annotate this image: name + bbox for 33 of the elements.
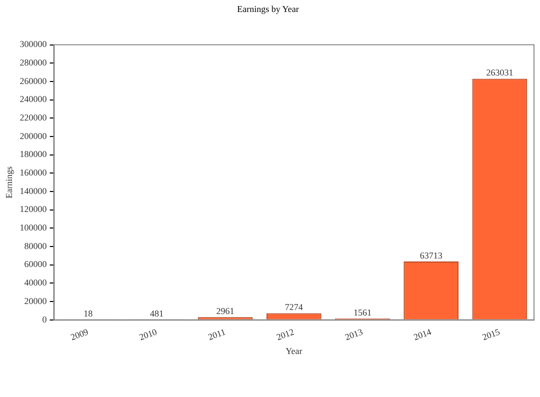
data-label: 2961	[216, 306, 234, 316]
data-label: 7274	[284, 302, 304, 312]
y-tick-label: 140000	[20, 186, 48, 196]
data-label: 1561	[354, 307, 372, 318]
chart-title: Earnings by Year	[237, 4, 299, 14]
x-axis-title: Year	[286, 346, 302, 356]
data-label: 263031	[486, 68, 514, 78]
y-tick-label: 0	[42, 314, 48, 324]
x-tick-label: 2014	[412, 326, 434, 342]
x-tick-label: 2012	[275, 326, 296, 342]
y-tick-label: 60000	[24, 259, 48, 270]
y-tick-label: 80000	[24, 240, 48, 251]
x-tick-label: 2010	[138, 326, 159, 342]
x-tick-label: 2011	[206, 326, 227, 342]
data-label: 481	[150, 308, 164, 318]
y-tick-label: 100000	[20, 222, 48, 233]
y-tick-label: 20000	[24, 296, 48, 306]
y-tick-label: 40000	[24, 278, 48, 288]
x-tick-label: 2013	[344, 326, 364, 342]
x-tick-label: 2015	[480, 326, 502, 342]
y-tick-label: 280000	[20, 58, 48, 68]
y-tick-label: 220000	[20, 112, 48, 123]
y-tick-label: 300000	[20, 39, 48, 50]
y-tick-label: 120000	[20, 204, 48, 214]
y-axis-title: Earnings	[4, 166, 14, 198]
data-label: 18	[84, 308, 94, 319]
y-tick-label: 160000	[20, 168, 48, 178]
y-tick-label: 240000	[20, 94, 48, 104]
y-tick-label: 180000	[20, 149, 48, 160]
y-tick-label: 260000	[20, 76, 48, 86]
data-label: 63713	[420, 250, 443, 260]
x-tick-label: 2009	[69, 326, 90, 342]
y-tick-label: 200000	[20, 130, 48, 141]
